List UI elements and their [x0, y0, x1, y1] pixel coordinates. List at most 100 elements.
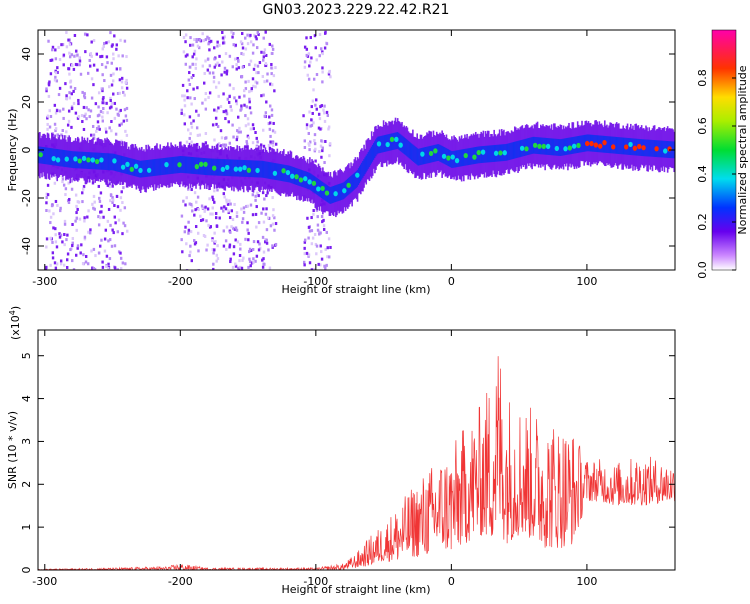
spectrogram-core: [58, 149, 61, 167]
spectrogram-peak: [320, 185, 325, 192]
spectrogram-speckle: [122, 221, 125, 225]
spectrogram-speckle: [194, 62, 197, 66]
spectrogram-speckle: [82, 105, 86, 109]
spectrogram-speckle: [260, 50, 263, 54]
spectrogram-core: [48, 147, 51, 165]
spectrogram-speckle: [320, 47, 323, 51]
spectrogram-speckle: [232, 135, 235, 139]
spectrogram-speckle: [204, 107, 208, 111]
spectrogram-peak: [389, 136, 395, 142]
spectrogram-speckle: [112, 231, 115, 235]
spectrogram-speckle: [71, 241, 74, 245]
spectrogram-speckle: [119, 108, 122, 112]
spectrogram-core: [191, 157, 194, 174]
spectrogram-speckle: [255, 71, 258, 75]
spectrogram-speckle: [250, 261, 254, 265]
spectrogram-peak: [624, 144, 629, 150]
spectrogram-speckle: [201, 101, 204, 105]
spectrogram-peak: [81, 155, 87, 161]
spectrogram-speckle: [92, 206, 95, 210]
snr-x-tick-label: 0: [448, 575, 455, 588]
spectrogram-speckle: [90, 40, 93, 44]
spectrogram-speckle: [213, 248, 216, 252]
spectrogram-speckle: [190, 121, 193, 125]
spectrogram-speckle: [265, 207, 268, 211]
spectrogram-speckle: [117, 250, 121, 254]
spectrogram-peak: [463, 152, 468, 159]
spectrogram-peak: [99, 157, 104, 163]
spectrogram-core: [461, 149, 464, 167]
spectrogram-speckle: [216, 257, 220, 261]
spectrogram-speckle: [217, 106, 220, 110]
spectrogram-speckle: [327, 125, 331, 129]
spectrogram-speckle: [222, 143, 225, 147]
spectrogram-core: [168, 157, 170, 175]
spectrogram-speckle: [215, 259, 218, 263]
spectrogram-speckle: [105, 130, 108, 134]
spectrogram-speckle: [317, 230, 321, 234]
spectrogram-core: [206, 158, 208, 176]
spectrogram-speckle: [77, 102, 80, 106]
spectrogram-speckle: [207, 42, 210, 46]
spectrogram-core: [110, 153, 113, 171]
spectrogram-speckle: [247, 250, 251, 254]
spectrogram-speckle: [94, 102, 98, 106]
spectrogram-speckle: [326, 255, 329, 259]
spectrogram-peak: [589, 141, 594, 147]
spectrogram-core: [117, 154, 119, 172]
spectrogram-speckle: [232, 252, 236, 256]
spectrogram-core: [216, 158, 219, 176]
spectrogram-speckle: [319, 105, 322, 109]
spectrogram-speckle: [83, 96, 87, 100]
spectrogram-speckle: [62, 116, 65, 120]
spectrogram-speckle: [224, 143, 228, 147]
spectrogram-speckle: [321, 66, 324, 70]
spectrogram-speckle: [108, 182, 111, 186]
spectrogram-speckle: [119, 256, 123, 260]
spectrogram-speckle: [120, 190, 123, 194]
spectrogram-speckle: [88, 58, 91, 62]
spectrogram-speckle: [212, 75, 216, 79]
spectrogram-speckle: [184, 40, 187, 44]
spectrogram-peak: [545, 143, 551, 149]
spectrogram-speckle: [46, 127, 49, 131]
spectrogram-peak: [541, 143, 547, 149]
snr-y-axis-title: SNR (10 * v/v): [6, 411, 19, 489]
spectrogram-core: [104, 153, 106, 170]
spectrogram-core: [160, 158, 163, 176]
spectrogram-core: [330, 186, 333, 204]
spectrogram-speckle: [239, 242, 242, 246]
spectrogram-core: [163, 157, 166, 175]
spectrogram-peak: [519, 145, 525, 151]
spectrogram-speckle: [252, 260, 255, 264]
spectrogram-speckle: [211, 195, 214, 199]
spectrogram-speckle: [265, 228, 269, 232]
spectrogram-peak: [120, 164, 126, 170]
spectrogram-speckle: [54, 127, 58, 131]
spectrogram-speckle: [115, 67, 119, 71]
spectrogram-speckle: [69, 80, 72, 84]
spectrogram-speckle: [312, 212, 315, 216]
snr-y-tick-label: 0: [20, 567, 33, 574]
spectrogram-speckle: [65, 258, 69, 262]
spectrogram-speckle: [317, 112, 321, 116]
spectrogram-speckle: [112, 52, 115, 56]
spectrogram-speckle: [207, 95, 210, 99]
spectrogram-core: [361, 162, 363, 180]
spectrogram-core: [439, 144, 441, 162]
spectrogram-speckle: [62, 107, 65, 111]
spectrogram-speckle: [321, 80, 324, 84]
spectrogram-speckle: [310, 229, 314, 233]
spectrogram-speckle: [233, 57, 237, 61]
spectrogram-speckle: [47, 39, 50, 43]
spectrogram-core: [468, 148, 471, 165]
spectrogram-speckle: [224, 207, 228, 211]
spectrogram-speckle: [60, 133, 63, 137]
snr-multiplier: (x104): [8, 306, 22, 340]
spectrogram-speckle: [327, 127, 330, 131]
spectrogram-speckle: [321, 146, 324, 150]
spectrogram-core: [620, 137, 622, 155]
spectrogram-speckle: [116, 180, 120, 184]
spectrogram-core: [483, 145, 486, 163]
spectrogram-speckle: [180, 108, 183, 112]
